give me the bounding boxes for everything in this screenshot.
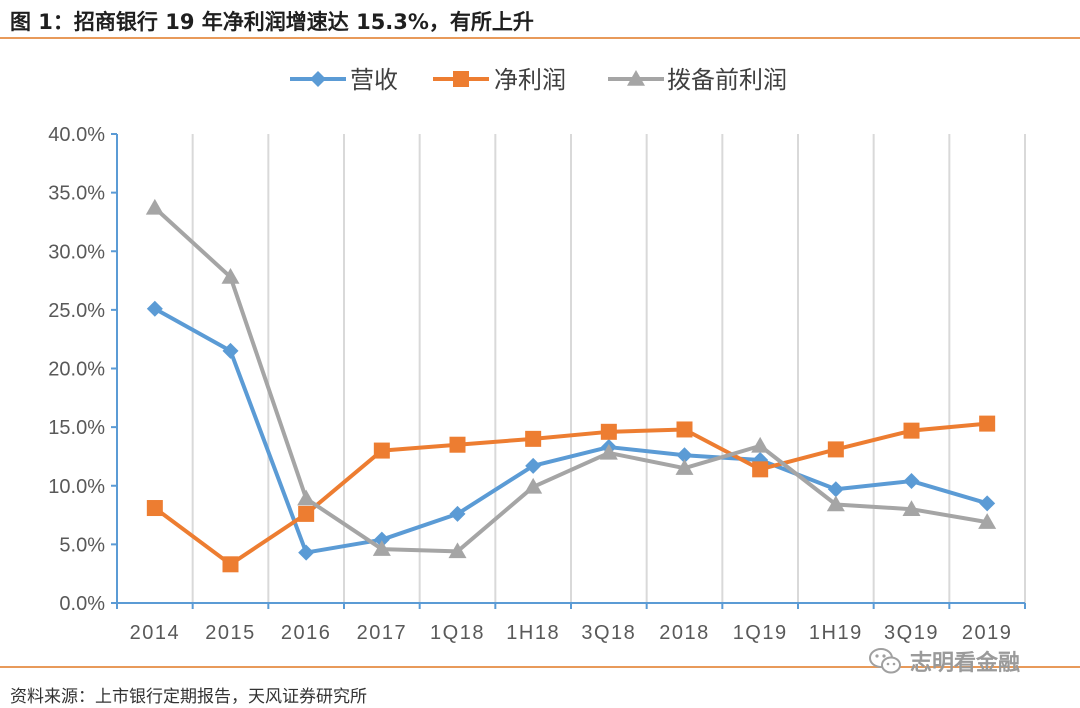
data-point bbox=[449, 505, 466, 522]
x-tick-label: 2016 bbox=[281, 622, 332, 644]
legend-label: 营收 bbox=[350, 66, 398, 94]
series-line bbox=[153, 306, 988, 555]
x-tick-label: 2017 bbox=[357, 622, 408, 644]
x-tick-label: 2014 bbox=[130, 622, 181, 644]
series-3 bbox=[145, 198, 997, 559]
data-point bbox=[297, 489, 316, 506]
legend-item: 营收 bbox=[290, 66, 398, 94]
data-point bbox=[145, 198, 164, 215]
x-tick-label: 3Q19 bbox=[884, 622, 939, 644]
y-tick-label: 25.0% bbox=[48, 300, 105, 322]
x-tick-label: 2015 bbox=[205, 622, 256, 644]
y-tick-label: 35.0% bbox=[48, 183, 105, 205]
data-point bbox=[676, 447, 693, 464]
series-line bbox=[153, 421, 988, 567]
data-point bbox=[827, 481, 844, 498]
data-point bbox=[372, 540, 391, 556]
grid-lines bbox=[191, 134, 1026, 603]
data-point bbox=[298, 544, 315, 561]
data-point bbox=[298, 505, 315, 522]
source-note: 资料来源：上市银行定期报告，天风证券研究所 bbox=[10, 687, 367, 707]
data-point bbox=[525, 430, 542, 447]
data-point bbox=[902, 500, 921, 516]
x-tick-label: 3Q18 bbox=[581, 622, 636, 644]
series-2 bbox=[146, 415, 996, 573]
y-tick-label: 15.0% bbox=[48, 417, 105, 439]
wechat-watermark: 志明看金融 bbox=[868, 643, 1068, 679]
axes: 0.0% 5.0% 10.0% 15.0% 20.0% 25.0% 30.0% 35.0% 40… bbox=[48, 124, 1026, 644]
series-lines bbox=[145, 198, 997, 573]
data-point bbox=[979, 415, 996, 432]
data-point bbox=[903, 473, 920, 490]
data-point bbox=[827, 441, 844, 458]
data-point bbox=[826, 495, 845, 512]
y-tick-label: 5.0% bbox=[59, 534, 105, 556]
data-point bbox=[978, 513, 997, 529]
data-point bbox=[222, 556, 239, 573]
data-point bbox=[752, 461, 769, 478]
data-point bbox=[448, 542, 467, 559]
x-tick-label: 1Q19 bbox=[733, 622, 788, 644]
data-point bbox=[676, 421, 693, 438]
x-tick-label: 2019 bbox=[962, 622, 1013, 644]
data-point bbox=[979, 495, 996, 512]
data-point bbox=[600, 423, 617, 440]
legend-label: 拨备前利润 bbox=[667, 66, 787, 94]
x-tick-label: 1H18 bbox=[506, 622, 560, 644]
data-point bbox=[525, 457, 542, 474]
legend-item: 拨备前利润 bbox=[608, 66, 787, 94]
x-tick-label: 2018 bbox=[659, 622, 710, 644]
data-point bbox=[449, 436, 466, 453]
wechat-icon bbox=[869, 648, 901, 674]
legend-swatch-marker bbox=[627, 70, 645, 86]
series-line bbox=[153, 206, 988, 554]
data-point bbox=[373, 531, 390, 548]
footer-divider bbox=[0, 666, 1080, 668]
figure-title: 图 1：招商银行 19 年净利润增速达 15.3%，有所上升 bbox=[10, 10, 534, 34]
data-point bbox=[222, 342, 239, 359]
data-point bbox=[373, 442, 390, 459]
title-divider bbox=[0, 37, 1080, 39]
y-tick-label: 0.0% bbox=[59, 593, 105, 615]
data-point bbox=[675, 459, 694, 475]
data-point bbox=[751, 436, 770, 453]
data-point bbox=[221, 268, 240, 284]
x-tick-label: 1H19 bbox=[809, 622, 863, 644]
legend-label: 净利润 bbox=[494, 66, 566, 94]
y-tick-label: 10.0% bbox=[48, 476, 105, 498]
legend-swatch-marker bbox=[453, 71, 469, 87]
y-tick-label: 30.0% bbox=[48, 241, 105, 263]
legend-item: 净利润 bbox=[433, 66, 566, 94]
legend-swatch-marker bbox=[310, 71, 326, 87]
data-point bbox=[146, 500, 163, 517]
data-point bbox=[599, 443, 618, 460]
data-point bbox=[146, 300, 163, 317]
data-point bbox=[903, 422, 920, 439]
data-point bbox=[524, 477, 543, 494]
watermark-text: 志明看金融 bbox=[910, 651, 1021, 676]
legend: 营收 净利润 拨备前利润 bbox=[290, 66, 787, 94]
y-tick-label: 20.0% bbox=[48, 359, 105, 381]
x-tick-label: 1Q18 bbox=[430, 622, 485, 644]
y-tick-label: 40.0% bbox=[48, 124, 105, 146]
